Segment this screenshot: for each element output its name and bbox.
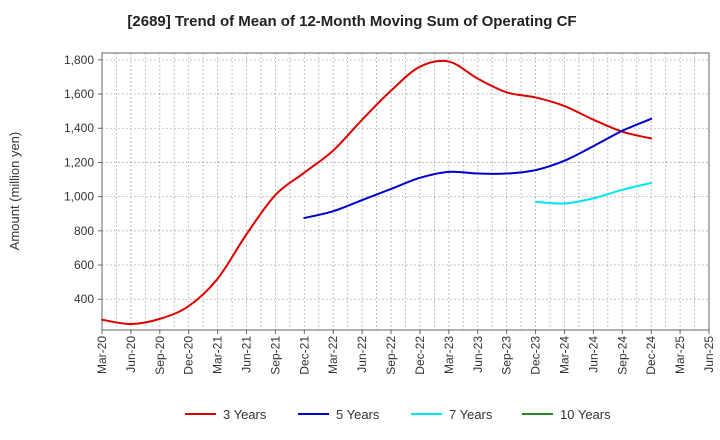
y-tick-label: 1,400 [64, 121, 94, 135]
y-tick-label: 1,200 [64, 155, 94, 169]
series-lines [101, 59, 653, 326]
x-tick-label: Jun-24 [586, 336, 600, 373]
x-tick-label: Jun-22 [355, 336, 369, 373]
legend: 3 Years 5 Years 7 Years 10 Years [185, 407, 611, 422]
x-tick-label: Mar-22 [326, 336, 340, 374]
y-tick-label: 1,000 [64, 190, 94, 204]
series-line-5-years [303, 117, 653, 220]
y-tick-label: 400 [74, 292, 94, 306]
y-axis-ticks: 400 600 800 1,000 1,200 1,400 1,600 1,800 [64, 53, 102, 306]
plot-frame [101, 52, 710, 331]
x-tick-label: Mar-21 [211, 336, 225, 374]
x-axis-ticks: Mar-20 Jun-20 Sep-20 Dec-20 Mar-21 Jun-21 Sep-… [95, 330, 716, 375]
series-line-3-years [101, 59, 653, 326]
x-tick-label: Mar-25 [673, 336, 687, 374]
y-tick-label: 800 [74, 224, 94, 238]
grid [101, 53, 710, 330]
x-tick-label: Jun-23 [471, 336, 485, 373]
x-tick-label: Dec-22 [413, 336, 427, 375]
x-tick-label: Jun-21 [240, 336, 254, 373]
y-tick-label: 1,800 [64, 53, 94, 67]
y-axis-label: Amount (million yen) [7, 132, 22, 251]
series-line-7-years [534, 181, 653, 205]
x-tick-label: Mar-20 [95, 336, 109, 374]
x-tick-label: Sep-21 [268, 336, 282, 375]
x-tick-label: Mar-23 [442, 336, 456, 374]
legend-label-7-years: 7 Years [449, 407, 493, 422]
y-tick-label: 600 [74, 258, 94, 272]
x-tick-label: Dec-21 [297, 336, 311, 375]
y-tick-label: 1,600 [64, 87, 94, 101]
x-tick-label: Mar-24 [557, 336, 571, 374]
x-tick-label: Jun-25 [702, 336, 716, 373]
x-tick-label: Dec-24 [644, 336, 658, 375]
chart-title: [2689] Trend of Mean of 12-Month Moving … [127, 13, 576, 30]
x-tick-label: Dec-20 [182, 336, 196, 375]
x-tick-label: Sep-23 [500, 336, 514, 375]
x-tick-label: Jun-20 [124, 336, 138, 373]
legend-label-5-years: 5 Years [336, 407, 380, 422]
x-tick-label: Sep-20 [153, 336, 167, 375]
x-tick-label: Dec-23 [529, 336, 543, 375]
x-tick-label: Sep-24 [615, 336, 629, 375]
legend-label-10-years: 10 Years [560, 407, 611, 422]
x-tick-label: Sep-22 [384, 336, 398, 375]
legend-label-3-years: 3 Years [223, 407, 267, 422]
